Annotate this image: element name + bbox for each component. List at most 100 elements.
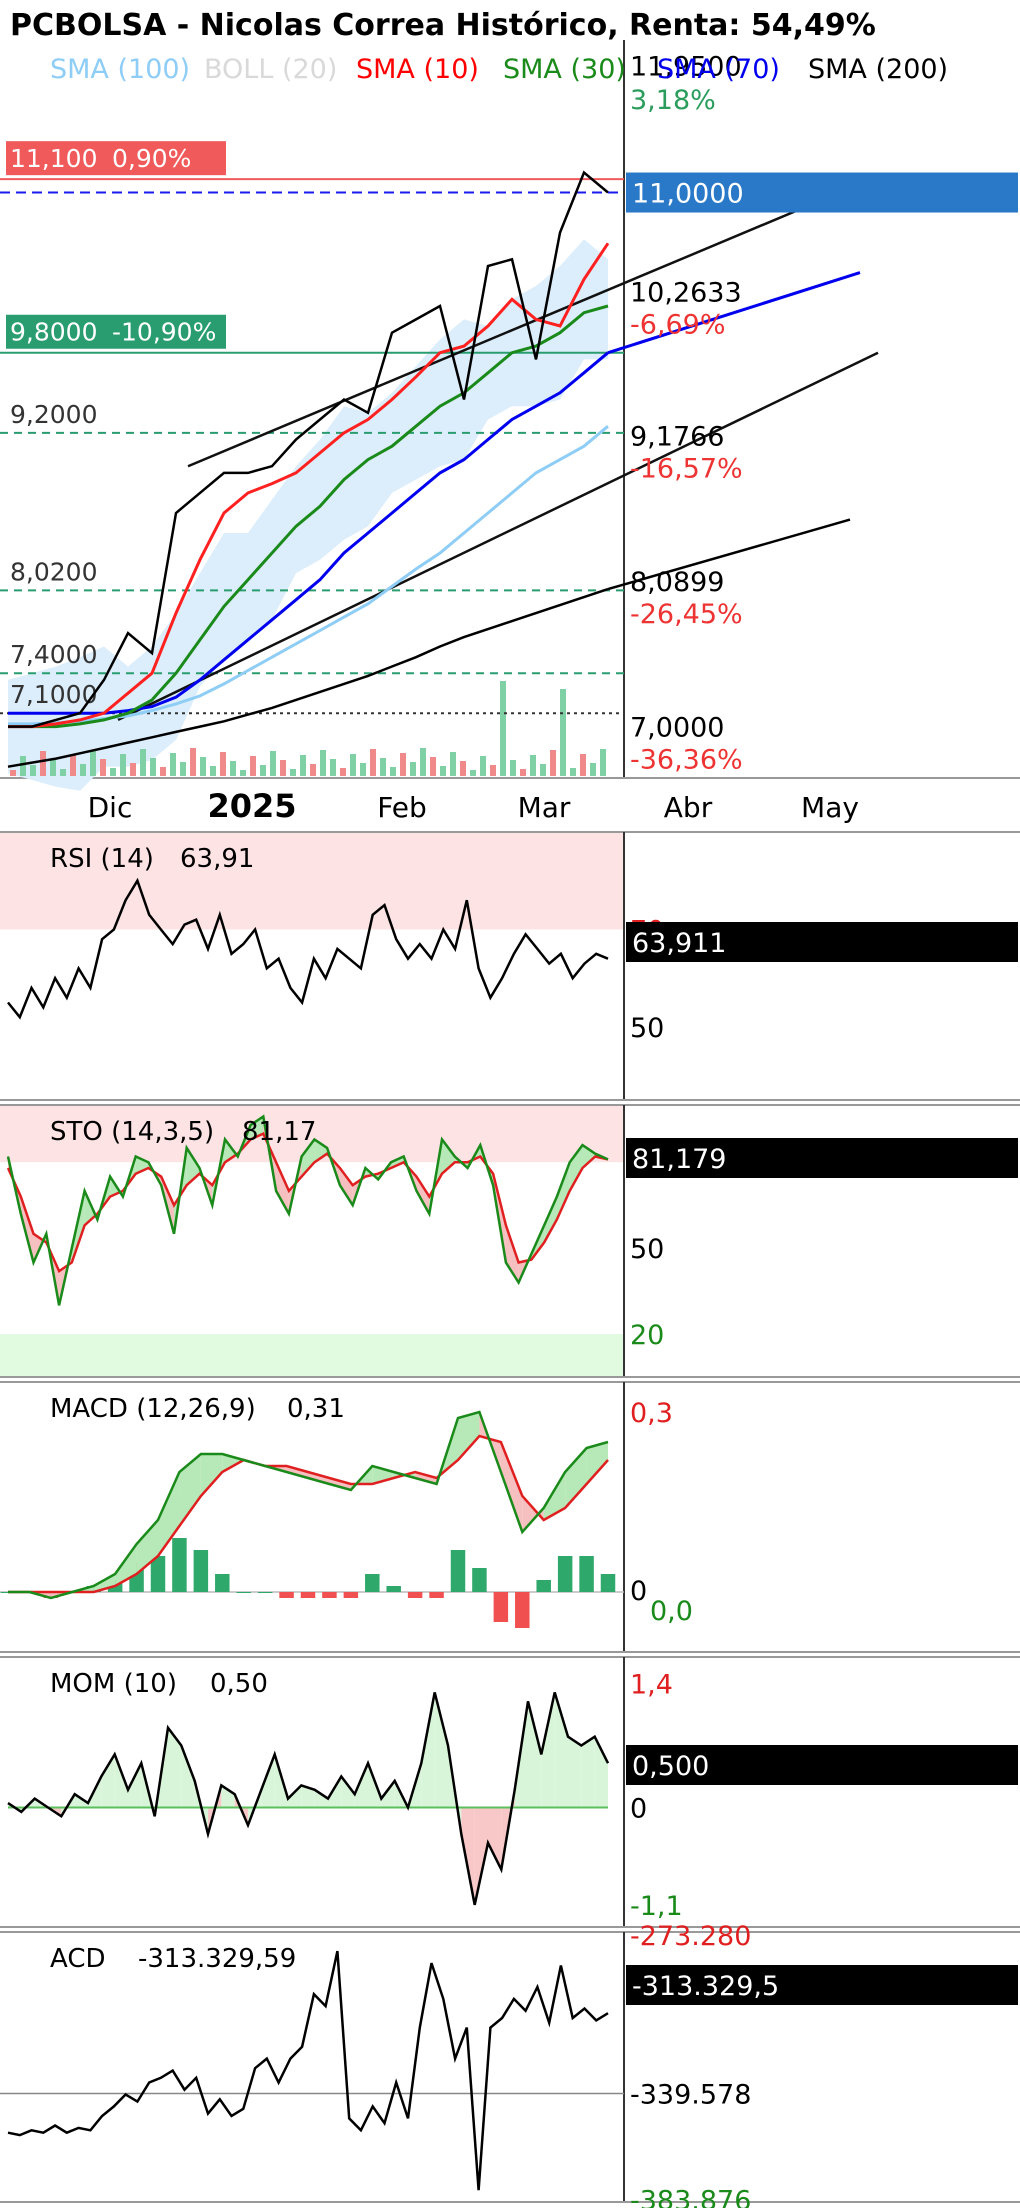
- mom-fill-positive: [221, 1785, 235, 1808]
- volume-bar: [350, 754, 356, 776]
- legend-item-boll20[interactable]: BOLL (20): [204, 54, 338, 85]
- volume-bar: [470, 770, 476, 776]
- acd-value-tag-box: [626, 1965, 1018, 2005]
- price-level-pct: -10,90%: [112, 318, 216, 347]
- legend-item-sma70[interactable]: SMA (70): [657, 54, 780, 85]
- volume-bar: [200, 757, 206, 776]
- legend-item-sma200[interactable]: SMA (200): [808, 54, 949, 85]
- macd-histogram-bar: [172, 1538, 187, 1592]
- price-level-tag: [6, 141, 226, 176]
- sto-title: STO (14,3,5): [50, 1117, 214, 1147]
- volume-bar: [150, 758, 156, 776]
- macd-histogram-bar: [279, 1592, 294, 1598]
- volume-bar: [520, 769, 526, 776]
- macd-histogram-bar: [450, 1550, 466, 1592]
- sto-current: 81,17: [242, 1117, 316, 1147]
- x-tick-label: Dic: [88, 791, 133, 824]
- volume-bar: [270, 751, 276, 776]
- mom-threshold: -1,1: [630, 1891, 683, 1922]
- legend-item-sma100[interactable]: SMA (100): [50, 54, 191, 85]
- volume-bar: [410, 762, 416, 776]
- sto-fill-up: [314, 1139, 328, 1163]
- volume-bar: [50, 760, 56, 776]
- volume-bar: [540, 764, 546, 776]
- rsi-current: 63,91: [180, 844, 254, 874]
- macd-signal-line: [8, 1434, 609, 1594]
- volume-bar: [360, 763, 366, 776]
- x-axis: Dic 2025 Feb Mar Abr May: [88, 787, 859, 825]
- sto-value-tag-box: [626, 1138, 1018, 1178]
- mom-value-tag-box: [626, 1745, 1018, 1785]
- mom-threshold: 0: [630, 1793, 647, 1824]
- acd-threshold: -383.876: [630, 2185, 751, 2208]
- volume-bar: [240, 770, 246, 776]
- volume-bar: [30, 765, 36, 776]
- macd-fill-up: [93, 1574, 116, 1592]
- macd-fill-up: [115, 1544, 137, 1586]
- price-axis-label: 10,2633: [630, 277, 742, 308]
- x-tick-label: Feb: [377, 791, 427, 824]
- mom-fill-positive: [261, 1754, 275, 1808]
- mom-fill-positive: [354, 1763, 368, 1808]
- price-level-label: 7,1000: [10, 680, 97, 709]
- macd-fill-up: [565, 1448, 587, 1508]
- macd-histogram-bar: [257, 1592, 273, 1593]
- legend-item-sma30[interactable]: SMA (30): [503, 54, 626, 85]
- macd-title: MACD (12,26,9): [50, 1394, 256, 1424]
- mom-current: 0,50: [210, 1669, 268, 1699]
- title-band: [0, 0, 1020, 48]
- mom-line: [7, 1692, 610, 1906]
- sto-fill-down: [276, 1162, 289, 1214]
- macd-fill-down: [329, 1478, 351, 1490]
- macd-fill-up: [200, 1454, 223, 1496]
- volume-bar: [90, 750, 96, 776]
- volume-bar: [140, 749, 146, 776]
- mom-fill-positive: [554, 1692, 568, 1808]
- mom-fill-negative: [474, 1807, 488, 1905]
- current-price-tag-box: [626, 172, 1018, 213]
- macd-fill-up: [222, 1454, 244, 1472]
- price-axis-label: 7,0000: [630, 713, 724, 744]
- macd-threshold: 0,0: [650, 1596, 693, 1627]
- mom-fill-positive: [128, 1763, 142, 1808]
- volume-bar: [310, 764, 316, 776]
- volume-bar: [550, 750, 556, 776]
- mom-fill-positive: [434, 1692, 448, 1808]
- volume-bar: [230, 761, 236, 776]
- rsi-value-tag: 63,911: [632, 928, 726, 959]
- legend-item-sma10[interactable]: SMA (10): [356, 54, 479, 85]
- sto-value-tag: 81,179: [632, 1144, 726, 1175]
- mom-title: MOM (10): [50, 1669, 177, 1699]
- macd-fill-down: [415, 1472, 437, 1484]
- macd-fill-up: [543, 1472, 566, 1520]
- mom-fill-positive: [168, 1727, 182, 1808]
- volume-bar: [80, 764, 86, 776]
- rsi-threshold: 50: [630, 1013, 664, 1044]
- volume-bar: [440, 766, 446, 776]
- acd-panel: ACD -313.329,59 -273.280 -339.578 -383.876 -3…: [0, 1921, 1020, 2208]
- mom-fill-positive: [541, 1692, 555, 1808]
- volume-bar: [210, 766, 216, 776]
- price-level-tag: [6, 314, 226, 349]
- x-tick-label: Mar: [518, 791, 571, 824]
- macd-histogram-bar: [343, 1592, 359, 1598]
- macd-histogram-bar: [600, 1574, 616, 1592]
- mom-fill-positive: [568, 1736, 582, 1808]
- volume-bar: [480, 756, 486, 776]
- volume-bar: [320, 750, 326, 776]
- price-level-label: 7,4000: [10, 640, 97, 669]
- volume-bar: [390, 767, 396, 776]
- macd-threshold: 0: [630, 1576, 647, 1607]
- macd-fill-down: [308, 1472, 330, 1484]
- volume-bar: [160, 767, 166, 776]
- current-price-tag: 11,0000: [632, 179, 744, 210]
- mom-fill-positive: [341, 1776, 355, 1808]
- macd-histogram-bar: [365, 1574, 380, 1592]
- volume-bar: [560, 689, 566, 776]
- sto-d-line: [6, 1131, 609, 1273]
- sto-fill-down: [339, 1167, 353, 1206]
- volume-bar: [180, 762, 186, 776]
- rsi-value-tag-box: [626, 922, 1018, 962]
- volume-bar: [300, 755, 306, 776]
